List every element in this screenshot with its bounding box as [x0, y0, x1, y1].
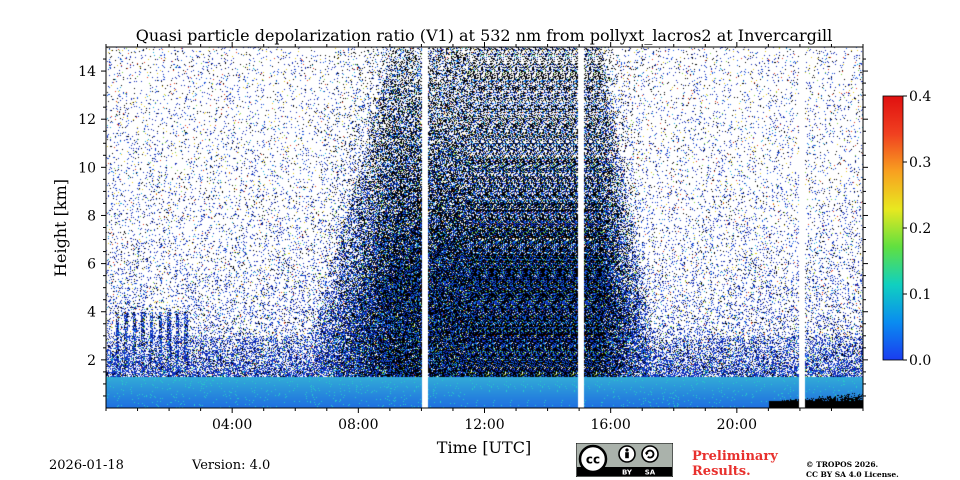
copyright-line-2: CC BY SA 4.0 License. — [806, 470, 899, 479]
colorbar-tick-label: 0.0 — [909, 353, 931, 369]
colorbar-tick-label: 0.1 — [909, 287, 931, 303]
copyright-note: © TROPOS 2026. CC BY SA 4.0 License. — [806, 460, 899, 480]
x-tick-label: 16:00 — [590, 417, 630, 433]
y-tick-label: 6 — [87, 257, 96, 273]
heatmap-canvas — [106, 47, 863, 408]
y-axis: 2 4 6 8 10 12 14 — [78, 58, 868, 397]
footer-date: 2026-01-18 — [49, 458, 124, 473]
svg-text:cc: cc — [586, 453, 600, 467]
y-tick-label: 14 — [78, 64, 96, 80]
chart-title: Quasi particle depolarization ratio (V1)… — [136, 26, 833, 45]
colorbar-tick-label: 0.3 — [909, 155, 931, 171]
colorbar-ticks: 0.0 0.1 0.2 0.3 0.4 — [903, 89, 931, 369]
y-tick-label: 8 — [87, 208, 96, 224]
y-tick-label: 10 — [78, 160, 96, 176]
x-axis-label: Time [UTC] — [437, 438, 531, 457]
sa-label: SA — [645, 469, 656, 477]
x-tick-label: 08:00 — [338, 417, 378, 433]
x-tick-label: 12:00 — [464, 417, 504, 433]
preliminary-line-2: Results. — [692, 464, 751, 479]
x-tick-label: 04:00 — [212, 417, 252, 433]
y-tick-label: 4 — [87, 305, 96, 321]
x-axis: 04:00 08:00 12:00 16:00 20:00 — [105, 42, 864, 433]
cc-icon: cc — [578, 444, 608, 474]
copyright-line-1: © TROPOS 2026. — [806, 460, 879, 469]
preliminary-results-note: Preliminary Results. — [692, 449, 778, 479]
heatmap-plot — [106, 47, 863, 408]
sa-icon — [641, 445, 659, 463]
by-label: BY — [622, 469, 633, 477]
cc-license-badge[interactable]: cc BY SA — [576, 443, 673, 477]
colorbar-tick-label: 0.2 — [909, 221, 931, 237]
footer-version: Version: 4.0 — [192, 458, 271, 473]
y-tick-label: 12 — [78, 112, 96, 128]
y-axis-label: Height [km] — [51, 179, 70, 277]
by-icon — [618, 445, 636, 463]
colorbar-tick-label: 0.4 — [909, 89, 931, 105]
y-tick-label: 2 — [87, 353, 96, 369]
x-tick-label: 20:00 — [717, 417, 757, 433]
colorbar — [882, 95, 904, 361]
preliminary-line-1: Preliminary — [692, 449, 778, 464]
